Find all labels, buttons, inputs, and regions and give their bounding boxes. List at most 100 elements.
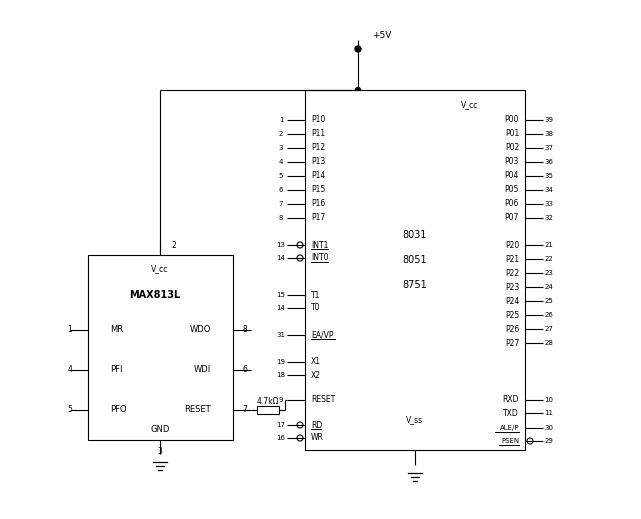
Text: P27: P27 [504, 338, 519, 348]
Text: P15: P15 [311, 185, 325, 195]
Text: P14: P14 [311, 171, 325, 181]
Text: P26: P26 [504, 324, 519, 334]
Text: RXD: RXD [503, 395, 519, 404]
Text: P17: P17 [311, 213, 325, 223]
Text: PFO: PFO [110, 405, 127, 415]
Text: 38: 38 [544, 131, 553, 137]
Text: P10: P10 [311, 116, 325, 125]
Text: 22: 22 [545, 256, 553, 262]
Text: P01: P01 [504, 130, 519, 139]
Text: 13: 13 [276, 242, 285, 248]
Text: 7: 7 [279, 201, 283, 207]
Text: 1: 1 [67, 325, 72, 335]
Text: 6: 6 [279, 187, 283, 193]
Text: 5: 5 [279, 173, 283, 179]
Bar [88, 255, 233, 440]
Text: 21: 21 [545, 242, 553, 248]
Text: P12: P12 [311, 143, 325, 153]
Text: 2: 2 [172, 240, 176, 250]
Text: 4.7kΩ: 4.7kΩ [257, 398, 279, 406]
Text: 23: 23 [545, 270, 553, 276]
Text: 15: 15 [276, 292, 285, 298]
Text: 9: 9 [279, 397, 283, 403]
Text: P24: P24 [504, 296, 519, 306]
Text: T0: T0 [311, 304, 320, 312]
Text: P13: P13 [311, 157, 325, 167]
Text: P04: P04 [504, 171, 519, 181]
Text: MR: MR [110, 325, 123, 335]
Text: X2: X2 [311, 371, 321, 379]
Text: ALE/P: ALE/P [499, 425, 519, 431]
Text: 28: 28 [545, 340, 553, 346]
Text: 32: 32 [545, 215, 553, 221]
Circle shape [356, 88, 360, 92]
Text: TXD: TXD [503, 408, 519, 417]
Text: 2: 2 [279, 131, 283, 137]
Text: 11: 11 [544, 410, 553, 416]
Text: WDI: WDI [194, 365, 211, 375]
Text: 4: 4 [279, 159, 283, 165]
Text: 36: 36 [544, 159, 553, 165]
Text: P20: P20 [504, 240, 519, 250]
Text: 37: 37 [544, 145, 553, 151]
Text: T1: T1 [311, 291, 320, 299]
Text: 29: 29 [545, 438, 553, 444]
Text: 14: 14 [276, 255, 285, 261]
Bar [305, 90, 525, 450]
Text: WR: WR [311, 433, 324, 443]
Text: 8751: 8751 [403, 280, 428, 290]
Text: 5: 5 [67, 405, 72, 415]
Text: INT1: INT1 [311, 240, 328, 250]
Text: 19: 19 [276, 359, 285, 365]
Text: 27: 27 [545, 326, 553, 332]
Text: 8051: 8051 [403, 255, 428, 265]
Circle shape [527, 438, 533, 444]
Text: MAX813L: MAX813L [129, 290, 181, 300]
Text: V_cc: V_cc [151, 265, 169, 274]
Text: 14: 14 [276, 305, 285, 311]
Bar [257, 406, 279, 414]
Text: 35: 35 [545, 173, 553, 179]
Text: GND: GND [150, 426, 170, 434]
Text: V_ss: V_ss [406, 416, 424, 425]
Text: RD: RD [311, 420, 322, 430]
Circle shape [297, 422, 303, 428]
Text: X1: X1 [311, 358, 321, 366]
Circle shape [297, 255, 303, 261]
Text: RESET: RESET [185, 405, 211, 415]
Text: RESET: RESET [311, 395, 335, 404]
Circle shape [355, 46, 361, 52]
Text: 4: 4 [67, 365, 72, 375]
Text: P06: P06 [504, 199, 519, 209]
Text: 26: 26 [545, 312, 553, 318]
Text: 17: 17 [276, 422, 285, 428]
Text: 30: 30 [544, 425, 553, 431]
Text: WDO: WDO [190, 325, 211, 335]
Text: V_cc: V_cc [462, 101, 479, 110]
Text: EA/VP: EA/VP [311, 331, 333, 339]
Text: 39: 39 [544, 117, 553, 123]
Text: P22: P22 [505, 268, 519, 278]
Text: INT0: INT0 [311, 253, 328, 263]
Text: 24: 24 [545, 284, 553, 290]
Text: 8031: 8031 [403, 230, 428, 240]
Text: P16: P16 [311, 199, 325, 209]
Text: PSEN: PSEN [501, 438, 519, 444]
Text: P02: P02 [504, 143, 519, 153]
Text: P07: P07 [504, 213, 519, 223]
Text: 10: 10 [544, 397, 553, 403]
Text: 18: 18 [276, 372, 285, 378]
Text: PFI: PFI [110, 365, 122, 375]
Text: 8: 8 [243, 325, 247, 335]
Text: 1: 1 [279, 117, 283, 123]
Text: 31: 31 [276, 332, 285, 338]
Circle shape [297, 242, 303, 248]
Text: P23: P23 [504, 282, 519, 292]
Text: P05: P05 [504, 185, 519, 195]
Text: 33: 33 [544, 201, 553, 207]
Text: 16: 16 [276, 435, 285, 441]
Text: 3: 3 [279, 145, 283, 151]
Text: 6: 6 [242, 365, 247, 375]
Text: P21: P21 [505, 254, 519, 264]
Text: P03: P03 [504, 157, 519, 167]
